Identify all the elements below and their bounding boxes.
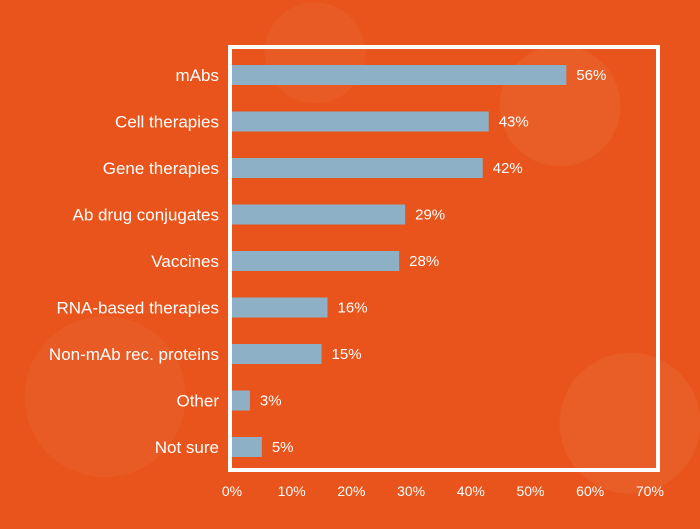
category-label: Ab drug conjugates — [73, 206, 220, 225]
plot-frame — [228, 45, 660, 472]
value-label: 28% — [409, 253, 439, 270]
value-label: 5% — [272, 439, 294, 456]
category-label: Vaccines — [151, 252, 219, 271]
x-tick-label: 10% — [278, 483, 306, 499]
x-axis-ticks: 0% 10% 20% 30% 40% 50% 60% 70% — [222, 483, 664, 499]
bar — [232, 437, 262, 457]
category-label: Not sure — [155, 438, 219, 457]
value-label: 15% — [332, 346, 362, 363]
x-tick-label: 70% — [636, 483, 664, 499]
x-tick-label: 20% — [337, 483, 365, 499]
category-label: RNA-based therapies — [56, 299, 219, 318]
value-label: 42% — [493, 160, 523, 177]
value-label: 29% — [415, 207, 445, 224]
bar — [232, 204, 406, 225]
category-label: mAbs — [176, 66, 219, 85]
category-label: Other — [176, 392, 219, 411]
x-tick-label: 30% — [397, 483, 425, 499]
value-label: 16% — [338, 300, 368, 317]
x-tick-label: 40% — [457, 483, 485, 499]
bar — [232, 65, 567, 85]
x-tick-label: 60% — [576, 483, 604, 499]
bar — [232, 390, 250, 411]
bar — [232, 111, 489, 132]
bar — [232, 158, 483, 178]
x-tick-label: 0% — [222, 483, 242, 499]
value-label: 3% — [260, 393, 282, 410]
value-label: 56% — [576, 67, 606, 84]
category-labels: mAbs Cell therapies Gene therapies Ab drug … — [49, 66, 219, 457]
value-labels: 56% 43% 42% 29% 28% 16% 15% 3% 5% — [260, 67, 606, 456]
bar — [232, 297, 328, 318]
bars-group — [232, 65, 567, 457]
x-tick-label: 50% — [516, 483, 544, 499]
value-label: 43% — [499, 114, 529, 131]
bar — [232, 251, 400, 271]
category-label: Non-mAb rec. proteins — [49, 345, 219, 364]
category-label: Cell therapies — [115, 113, 219, 132]
bar — [232, 344, 322, 364]
category-label: Gene therapies — [103, 159, 219, 178]
